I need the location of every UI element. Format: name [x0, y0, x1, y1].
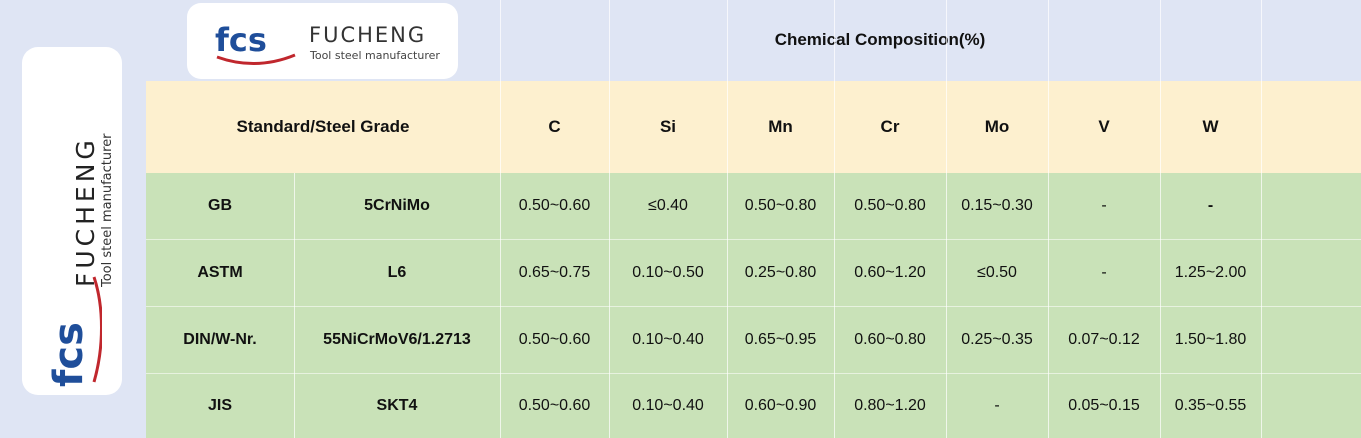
column-divider — [1048, 0, 1049, 438]
side-logo-card: FUCHENG Tool steel manufacturer fcs — [22, 47, 122, 395]
brand-name: FUCHENG — [309, 23, 427, 47]
side-brand-name: FUCHENG — [71, 136, 100, 287]
row-divider — [146, 373, 1361, 374]
value-cell-c: 0.50~0.60 — [518, 197, 591, 214]
side-brand-text: FUCHENG Tool steel manufacturer — [71, 133, 116, 287]
data-area — [146, 173, 1361, 438]
value-cell-cr: 0.60~0.80 — [854, 330, 926, 348]
column-divider — [727, 0, 728, 438]
value-cell-si: ≤0.40 — [648, 197, 688, 214]
value-cell-si: 0.10~0.40 — [632, 396, 704, 414]
grade-cell: L6 — [387, 263, 407, 281]
header-element-mo: Mo — [984, 117, 1010, 136]
header-row — [146, 81, 1361, 173]
value-cell-cr: 0.50~0.80 — [854, 197, 926, 214]
header-element-v: V — [1098, 117, 1110, 136]
grade-cell: 55NiCrMoV6/1.2713 — [323, 330, 471, 348]
value-cell-mn: 0.60~0.90 — [744, 396, 817, 414]
value-cell-mn: 0.25~0.80 — [744, 263, 817, 281]
value-cell-v: - — [1101, 197, 1107, 214]
value-cell-v: 0.05~0.15 — [1068, 396, 1140, 414]
value-cell-w: 1.50~1.80 — [1174, 330, 1247, 348]
value-cell-si: 0.10~0.40 — [632, 330, 704, 348]
header-element-si: Si — [659, 117, 677, 136]
value-cell-si: 0.10~0.50 — [632, 263, 704, 281]
header-element-w: W — [1202, 117, 1219, 136]
value-cell-w: 0.35~0.55 — [1174, 396, 1247, 414]
side-logo-mark: fcs — [46, 322, 92, 387]
value-cell-w: - — [1207, 197, 1214, 214]
header-element-c: C — [548, 117, 561, 136]
standard-cell: DIN/W-Nr. — [183, 330, 257, 348]
header-element-mn: Mn — [768, 117, 793, 136]
value-cell-w: 1.25~2.00 — [1174, 263, 1247, 281]
grade-cell: SKT4 — [376, 396, 418, 414]
top-logo-card: fcs FUCHENG Tool steel manufacturer — [187, 3, 458, 79]
column-divider — [946, 0, 947, 438]
value-cell-c: 0.65~0.75 — [518, 263, 591, 281]
column-divider — [609, 0, 610, 438]
standard-cell: JIS — [207, 396, 232, 414]
column-divider — [500, 0, 501, 438]
value-cell-v: - — [1101, 263, 1107, 281]
row-divider — [146, 306, 1361, 307]
fcs-logo: fcs — [213, 17, 299, 72]
side-brand-tagline: Tool steel manufacturer — [100, 133, 115, 287]
column-divider — [1160, 0, 1161, 438]
grade-cell: 5CrNiMo — [364, 197, 430, 214]
value-cell-c: 0.50~0.60 — [518, 330, 591, 348]
value-cell-mn: 0.65~0.95 — [744, 330, 817, 348]
value-cell-cr: 0.60~1.20 — [854, 263, 926, 281]
value-cell-mo: 0.25~0.35 — [961, 330, 1033, 348]
side-fcs-logo: fcs — [42, 267, 103, 397]
column-divider — [834, 0, 835, 438]
header-element-cr: Cr — [880, 117, 900, 136]
row-divider — [146, 239, 1361, 240]
standard-cell: ASTM — [197, 263, 243, 281]
left-panel: FUCHENG Tool steel manufacturer fcs — [0, 0, 146, 438]
logo-mark: fcs — [215, 21, 267, 59]
value-cell-mo: - — [994, 396, 1000, 414]
column-divider — [1261, 0, 1262, 438]
value-cell-v: 0.07~0.12 — [1068, 330, 1140, 348]
value-cell-mn: 0.50~0.80 — [744, 197, 817, 214]
column-divider — [294, 173, 295, 438]
brand-tagline: Tool steel manufacturer — [310, 49, 440, 62]
value-cell-cr: 0.80~1.20 — [854, 396, 926, 414]
value-cell-mo: 0.15~0.30 — [961, 197, 1033, 214]
table-title: Chemical Composition(%) — [774, 30, 986, 49]
value-cell-mo: ≤0.50 — [977, 263, 1017, 281]
value-cell-c: 0.50~0.60 — [518, 396, 591, 414]
header-standard: Standard/Steel Grade — [236, 117, 410, 136]
standard-cell: GB — [208, 197, 232, 214]
